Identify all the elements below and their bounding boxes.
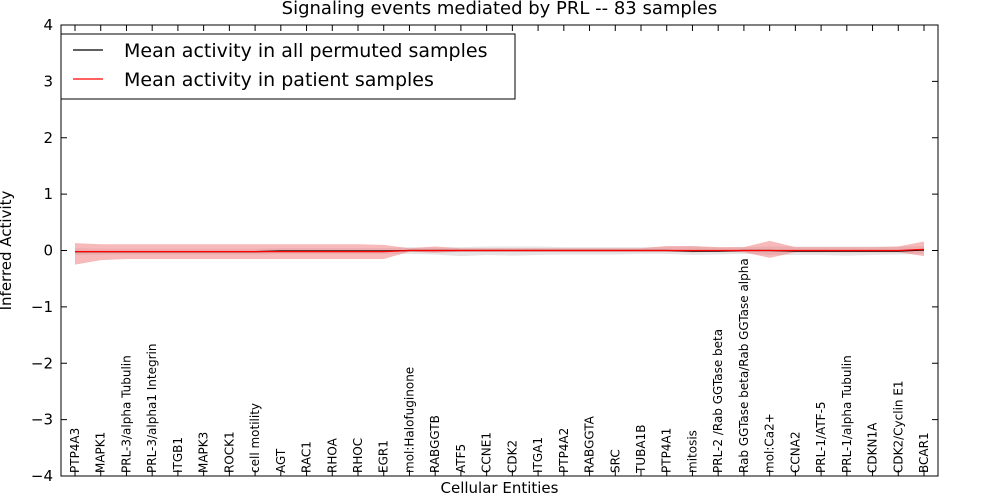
category-label: BCAR1 — [917, 432, 931, 473]
category-label: SRC — [608, 449, 622, 473]
category-label: CDK2/Cyclin E1 — [891, 380, 905, 473]
category-label: CCNE1 — [480, 432, 494, 473]
category-label: mol:Halofuginone — [402, 367, 416, 473]
category-label: TUBA1B — [634, 425, 648, 474]
category-label: RABGGTB — [428, 415, 442, 473]
y-tick-label: 2 — [43, 129, 53, 147]
category-label: RHOC — [351, 438, 365, 473]
y-tick-label: −2 — [31, 354, 53, 372]
category-label: mitosis — [685, 430, 699, 473]
plot-frame — [60, 24, 939, 477]
chart-title: Signaling events mediated by PRL -- 83 s… — [282, 0, 718, 19]
y-tick-label: −3 — [31, 411, 53, 429]
category-label: PRL-3/alpha1 Integrin — [145, 344, 159, 474]
legend-label-permuted: Mean activity in all permuted samples — [124, 40, 487, 62]
category-label: ITGB1 — [171, 437, 185, 473]
category-label: cell motility — [248, 403, 262, 473]
y-tick-label: 4 — [43, 16, 53, 34]
category-label: AGT — [274, 448, 288, 473]
category-label: ITGA1 — [531, 437, 545, 473]
category-label: ROCK1 — [222, 431, 236, 473]
category-label: mol:Ca2+ — [763, 413, 777, 473]
legend-box — [60, 33, 516, 100]
category-label: CDKN1A — [866, 422, 880, 473]
y-tick-label: −1 — [31, 298, 53, 316]
legend-label-patient: Mean activity in patient samples — [124, 69, 434, 91]
category-label: RABGGTA — [583, 415, 597, 473]
category-label: PRL-1/alpha Tubulin — [840, 355, 854, 473]
x-axis-label: Cellular Entities — [441, 479, 559, 497]
line-patient — [75, 248, 925, 253]
category-label: PTP4A3 — [68, 428, 82, 473]
category-label: PRL-3/alpha Tubulin — [119, 355, 133, 473]
category-label: ATF5 — [454, 444, 468, 473]
category-label: CDK2 — [505, 440, 519, 473]
category-label: Rab GGTase beta/Rab GGTase alpha — [737, 258, 751, 473]
y-axis-label: Inferred Activity — [0, 190, 15, 310]
category-label: PRL-1/ATF-5 — [814, 401, 828, 473]
category-label: MAPK3 — [197, 432, 211, 473]
y-tick-label: −4 — [31, 467, 53, 485]
category-label: PRL-2 /Rab GGTase beta — [711, 329, 725, 473]
category-label: EGR1 — [377, 440, 391, 473]
y-tick-label: 1 — [43, 185, 53, 203]
band-patient — [75, 240, 924, 265]
category-label: MAPK1 — [94, 432, 108, 473]
legend: Mean activity in all permuted samples Me… — [60, 33, 516, 100]
category-label: PTP4A1 — [660, 428, 674, 473]
category-label: PTP4A2 — [557, 428, 571, 473]
category-label: CCNA2 — [788, 431, 802, 473]
y-tick-label: 0 — [43, 242, 53, 260]
y-tick-label: 3 — [43, 72, 53, 90]
category-label: RAC1 — [300, 441, 314, 473]
category-label: RHOA — [325, 437, 339, 473]
